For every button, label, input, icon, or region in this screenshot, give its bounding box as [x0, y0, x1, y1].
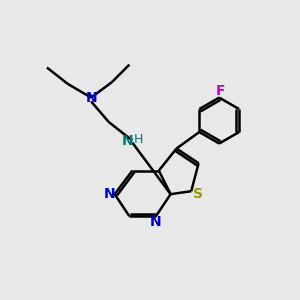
- Text: N: N: [103, 187, 115, 201]
- Text: N: N: [122, 134, 134, 148]
- Text: N: N: [150, 214, 162, 229]
- Text: H: H: [134, 133, 143, 146]
- Text: S: S: [193, 187, 203, 201]
- Text: N: N: [85, 91, 97, 105]
- Text: F: F: [216, 84, 225, 98]
